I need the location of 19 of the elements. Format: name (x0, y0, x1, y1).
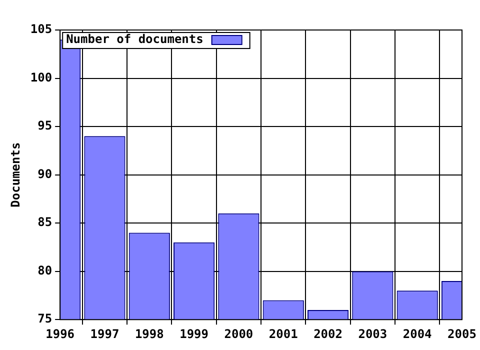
x-tick-label: 2004 (402, 326, 432, 341)
y-tick-label: 80 (38, 263, 52, 278)
y-tick-label: 100 (30, 70, 52, 84)
x-tick-label: 2000 (224, 326, 254, 341)
x-tick-label: 1998 (134, 326, 164, 341)
y-tick-label: 90 (38, 166, 52, 181)
y-axis-title: Documents (8, 142, 22, 208)
x-tick-label: 1997 (90, 326, 120, 341)
x-tick-label: 1999 (180, 326, 208, 341)
x-tick-label: 1996 (46, 326, 75, 341)
y-tick-label: 105 (30, 22, 52, 36)
y-tick-label: 95 (38, 118, 52, 133)
y-tick-label: 85 (38, 215, 52, 230)
y-tick-label: 75 (38, 312, 52, 326)
x-tick-label: 2005 (448, 326, 476, 341)
x-tick-label: 2001 (268, 326, 298, 341)
x-tick-label: 2002 (314, 326, 342, 341)
x-tick-label: 2003 (358, 326, 388, 341)
legend-label: Number of documents (66, 32, 204, 46)
